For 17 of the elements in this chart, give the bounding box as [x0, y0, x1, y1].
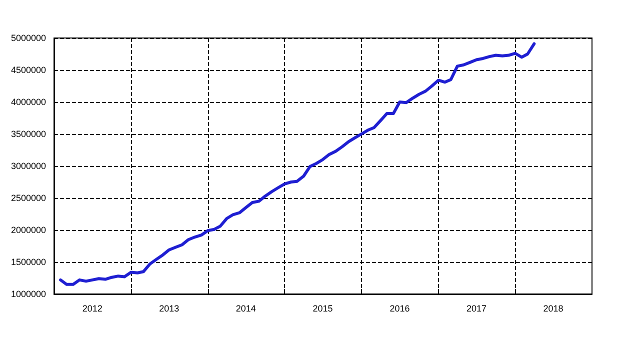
x-tick-label: 2018 — [543, 304, 564, 314]
y-tick-label: 2000000 — [10, 225, 46, 235]
y-tick-label: 3500000 — [10, 129, 46, 139]
y-tick-label: 1500000 — [10, 257, 46, 267]
x-tick-label: 2014 — [236, 304, 256, 314]
x-tick-label: 2013 — [159, 304, 180, 314]
y-tick-label: 5000000 — [10, 33, 46, 43]
y-tick-label: 4500000 — [10, 65, 46, 75]
x-tick-label: 2015 — [312, 304, 333, 314]
y-tick-label: 1000000 — [10, 289, 46, 299]
x-tick-label: 2016 — [390, 304, 410, 314]
y-tick-label: 3000000 — [10, 161, 46, 171]
y-tick-label: 4000000 — [10, 97, 46, 107]
x-tick-label: 2017 — [466, 304, 487, 314]
x-tick-label: 2012 — [82, 304, 102, 314]
line-series — [59, 42, 536, 286]
y-tick-label: 2500000 — [10, 193, 46, 203]
